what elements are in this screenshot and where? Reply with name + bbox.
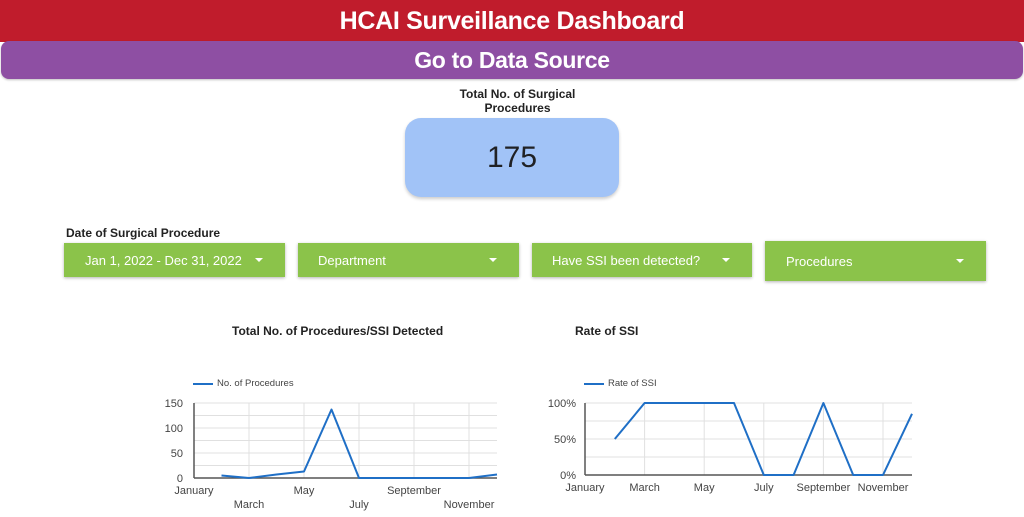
chevron-down-icon — [255, 258, 263, 262]
dashboard-title: HCAI Surveillance Dashboard — [339, 6, 685, 35]
x-tick-march: March — [234, 499, 265, 511]
procedures-label: Procedures — [786, 253, 853, 269]
y-tick-50pct: 50% — [554, 434, 576, 446]
department-label: Department — [318, 252, 386, 268]
procedures-chart-title: Total No. of Procedures/SSI Detected — [232, 324, 444, 338]
rate-chart-legend: Rate of SSI — [584, 378, 657, 389]
y-tick-100: 100 — [165, 423, 183, 435]
y-tick-0pct: 0% — [560, 470, 576, 482]
x-tick-may: May — [294, 485, 315, 497]
procedures-series-line — [221, 408, 498, 479]
x-tick-november: November — [444, 499, 495, 511]
x-tick-july: July — [754, 482, 774, 494]
x-tick-september: September — [387, 485, 441, 497]
kpi-scorecard: 175 — [405, 118, 619, 197]
legend-line-icon — [584, 382, 604, 385]
y-tick-150: 150 — [165, 398, 183, 410]
rate-chart-title: Rate of SSI — [575, 324, 639, 338]
date-filter-label: Date of Surgical Procedure — [66, 226, 221, 240]
y-tick-100pct: 100% — [548, 398, 576, 410]
kpi-title: Total No. of Surgical Procedures — [459, 87, 576, 115]
legend-line-icon — [193, 382, 213, 385]
chevron-down-icon — [956, 259, 964, 263]
x-tick-september: September — [796, 482, 850, 494]
rate-line-chart: 100% 50% 0% January March May July Septe… — [548, 398, 913, 494]
x-tick-january: January — [565, 482, 605, 494]
y-tick-50: 50 — [171, 448, 183, 460]
x-tick-july: July — [349, 499, 369, 511]
legend-label: No. of Procedures — [217, 378, 294, 389]
procedures-dropdown[interactable]: Procedures — [765, 241, 986, 281]
legend-label: Rate of SSI — [608, 378, 657, 389]
chevron-down-icon — [489, 258, 497, 262]
x-tick-november: November — [858, 482, 909, 494]
x-tick-january: January — [174, 485, 214, 497]
go-to-data-source-button[interactable]: Go to Data Source — [1, 41, 1023, 79]
procedures-chart-legend: No. of Procedures — [193, 378, 294, 389]
rate-series-line — [614, 402, 913, 476]
data-source-label: Go to Data Source — [414, 46, 610, 73]
dashboard-header: HCAI Surveillance Dashboard — [0, 0, 1024, 42]
chevron-down-icon — [722, 258, 730, 262]
ssi-detected-label: Have SSI been detected? — [552, 252, 701, 268]
procedures-line-chart: 150 100 50 0 January March May July Sept… — [165, 398, 498, 511]
date-range-dropdown[interactable]: Jan 1, 2022 - Dec 31, 2022 — [64, 243, 285, 277]
ssi-detected-dropdown[interactable]: Have SSI been detected? — [532, 243, 752, 277]
x-tick-may: May — [694, 482, 715, 494]
y-tick-0: 0 — [177, 473, 183, 485]
kpi-value: 175 — [486, 140, 538, 174]
department-dropdown[interactable]: Department — [298, 243, 519, 277]
date-range-value: Jan 1, 2022 - Dec 31, 2022 — [85, 252, 242, 268]
x-tick-march: March — [629, 482, 660, 494]
